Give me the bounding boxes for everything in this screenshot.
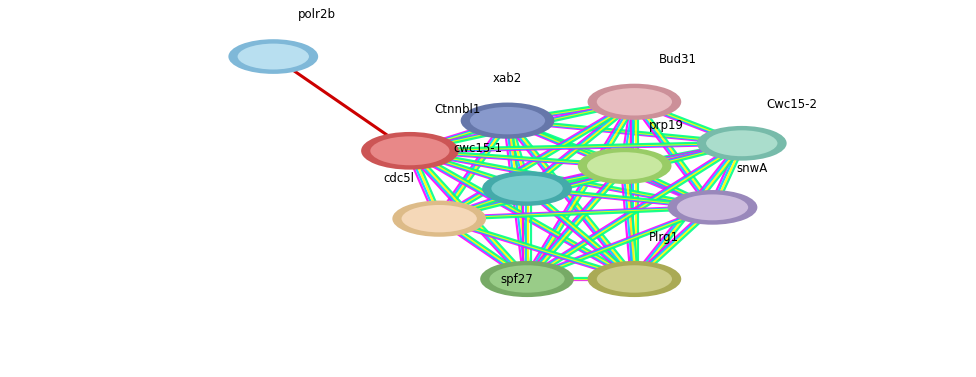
Text: xab2: xab2 [493,72,522,85]
Text: snwA: snwA [737,162,768,175]
Circle shape [361,132,459,170]
Circle shape [468,106,547,136]
Circle shape [675,193,750,222]
Circle shape [578,148,671,184]
Circle shape [588,261,681,297]
Circle shape [228,39,318,74]
Circle shape [595,87,673,117]
Text: cdc5l: cdc5l [384,172,415,185]
Circle shape [490,174,564,203]
Circle shape [392,201,486,237]
Circle shape [595,264,673,294]
Text: prp19: prp19 [649,119,684,132]
Text: polr2b: polr2b [298,9,336,21]
Circle shape [482,171,572,206]
Circle shape [400,204,478,234]
Text: Cwc15-2: Cwc15-2 [766,98,817,111]
Text: spf27: spf27 [501,273,534,286]
Circle shape [480,261,574,297]
Circle shape [369,135,451,167]
Circle shape [705,129,779,158]
Circle shape [588,84,681,120]
Circle shape [236,42,310,71]
Text: Plrg1: Plrg1 [649,231,679,244]
Circle shape [586,151,664,181]
Text: cwc15-1: cwc15-1 [454,143,503,155]
Text: Ctnnbl1: Ctnnbl1 [434,103,481,116]
Circle shape [461,103,554,139]
Circle shape [697,126,787,161]
Circle shape [668,190,757,225]
Circle shape [488,264,566,294]
Text: Bud31: Bud31 [659,53,697,66]
